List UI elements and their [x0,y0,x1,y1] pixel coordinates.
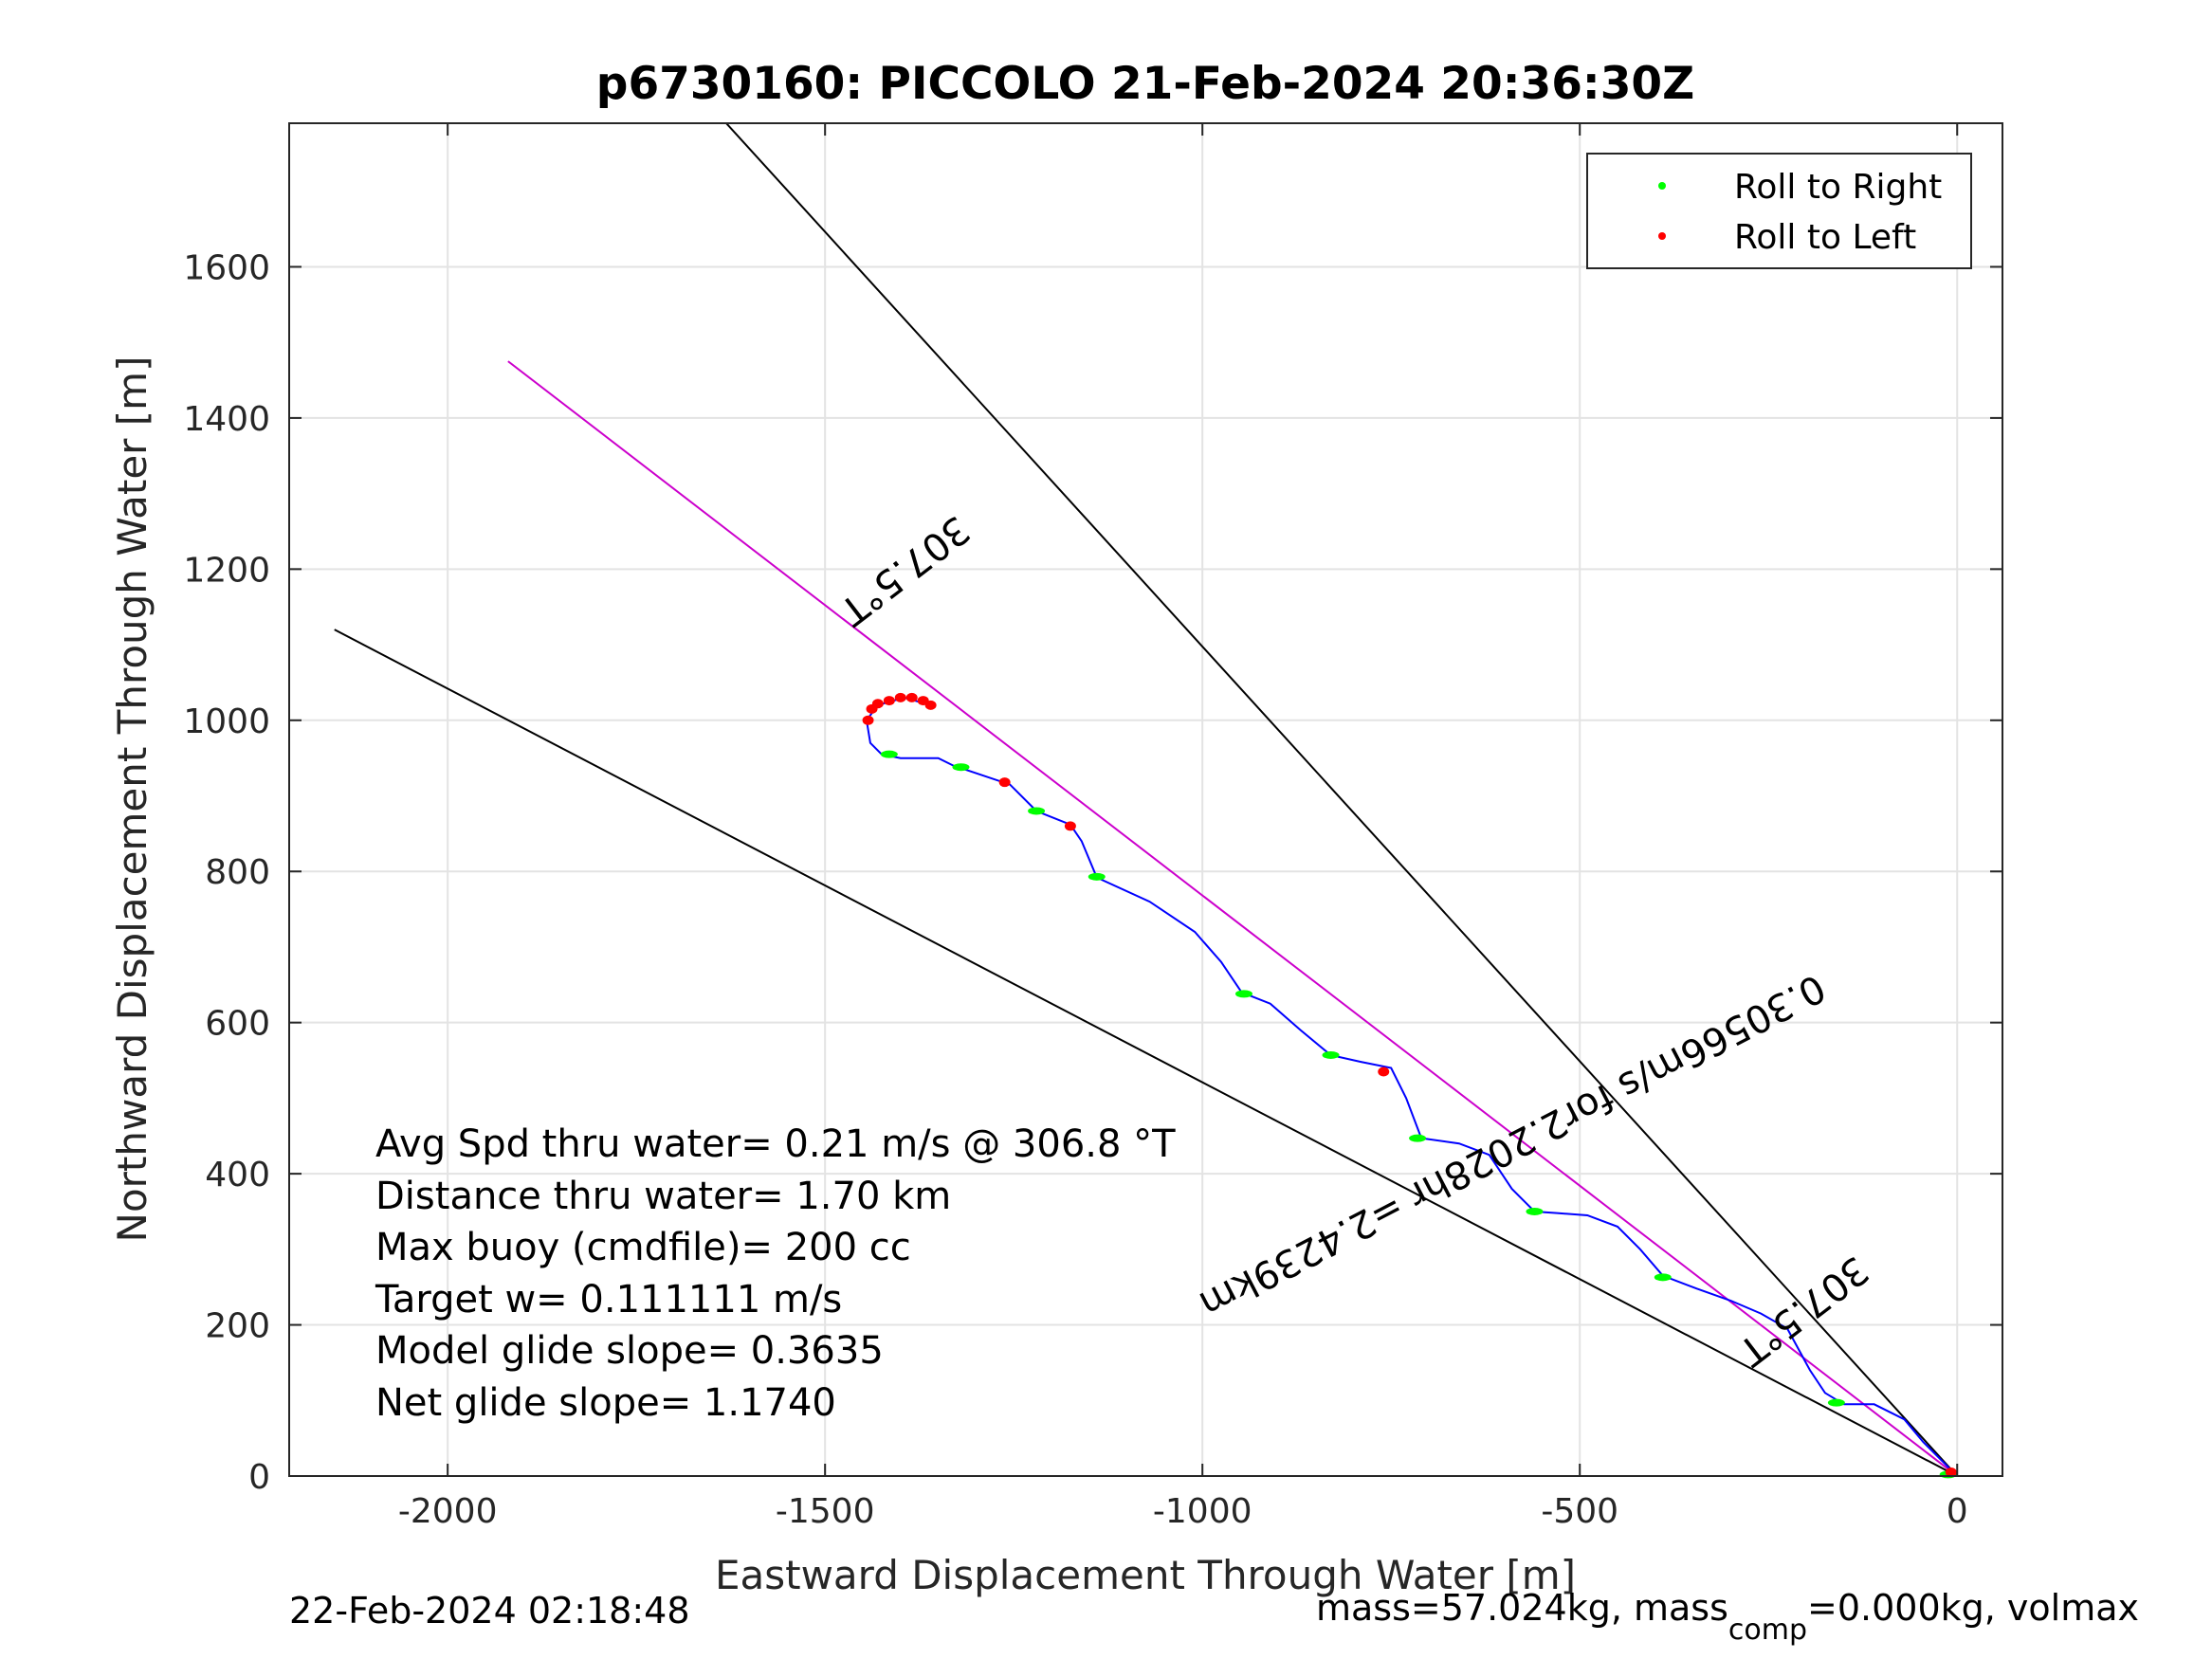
stat-target-w: Target w= 0.111111 m/s [375,1278,842,1322]
y-tick-label: 0 [248,1458,270,1497]
legend-box [1586,153,1972,269]
axis-ticks: -2000 -1500 -1000 -500 0 0 200 400 600 800 1000 120… [183,123,2002,1531]
heading-line-lower [334,629,1958,1476]
roll-points [862,692,1957,1479]
roll-right-point [1088,872,1106,881]
roll-right-point [1827,1398,1845,1407]
footer-timestamp: 22-Feb-2024 02:18:48 [289,1590,690,1632]
roll-left-point [1378,1066,1390,1077]
stat-net-glide: Net glide slope= 1.1740 [375,1381,836,1425]
roll-left-point [883,696,895,706]
heading-label-top: 307.5°T [831,507,978,634]
stat-model-glide: Model glide slope= 0.3635 [375,1329,884,1373]
heading-line-upper [724,123,1958,1476]
roll-left-point [1064,821,1076,831]
chart-title: p6730160: PICCOLO 21-Feb-2024 20:36:30Z [596,58,1694,110]
plot-frame [288,122,2003,1477]
roll-right-point [1526,1207,1544,1215]
roll-right-point [1234,990,1252,998]
roll-left-point [998,777,1011,788]
roll-left-point [924,700,937,710]
x-tick-label: -1000 [1153,1492,1252,1531]
roll-left-point [862,715,874,725]
legend: Roll to Right Roll to Left [1586,153,1972,269]
grid [289,123,2002,1477]
stats-block: Avg Spd thru water= 0.21 m/s @ 306.8 °T … [375,1122,1176,1425]
heading-line-mid [507,360,1958,1476]
track-line [865,696,1958,1477]
x-tick-label: 0 [1947,1492,1968,1531]
roll-left-point [905,692,918,702]
legend-roll-right-label: Roll to Right [1734,168,1942,207]
y-tick-label: 600 [205,1005,270,1044]
roll-left-point [894,692,906,702]
y-tick-label: 1000 [183,702,270,741]
roll-left-point [871,699,884,709]
direction-lines [334,123,1958,1476]
roll-right-point [1654,1273,1672,1282]
x-tick-label: -500 [1541,1492,1618,1531]
y-tick-label: 800 [205,853,270,892]
roll-right-point [1322,1050,1340,1059]
y-tick-label: 200 [205,1307,270,1346]
roll-right-point [1409,1134,1427,1142]
y-tick-label: 1600 [183,248,270,287]
footer-mass-sub: comp [1728,1613,1807,1647]
track-series [865,696,1958,1477]
roll-right-point [952,763,970,772]
x-axis-label: Eastward Displacement Through Water [m] [715,1552,1576,1598]
footer-mass-suffix: =0.000kg, volmax [1807,1587,2139,1629]
roll-left-point [1945,1468,1957,1478]
x-tick-label: -1500 [776,1492,875,1531]
legend-roll-left-marker [1658,232,1666,240]
footer-mass-prefix: mass=57.024kg, mass [1316,1587,1728,1629]
y-axis-label: Northward Displacement Through Water [m] [109,356,155,1243]
legend-roll-left-label: Roll to Left [1734,218,1916,257]
roll-right-point [880,750,898,758]
legend-roll-right-marker [1658,182,1666,190]
y-tick-label: 400 [205,1156,270,1194]
roll-right-point [1028,807,1046,815]
stat-avg-speed: Avg Spd thru water= 0.21 m/s @ 306.8 °T [375,1122,1176,1166]
footer-mass-info: mass=57.024kg, masscomp=0.000kg, volmax [1316,1587,2139,1647]
stat-max-buoy: Max buoy (cmdfile)= 200 cc [375,1226,911,1269]
x-tick-label: -2000 [398,1492,498,1531]
stat-distance: Distance thru water= 1.70 km [375,1175,951,1218]
y-tick-label: 1400 [183,400,270,439]
y-tick-label: 1200 [183,551,270,590]
